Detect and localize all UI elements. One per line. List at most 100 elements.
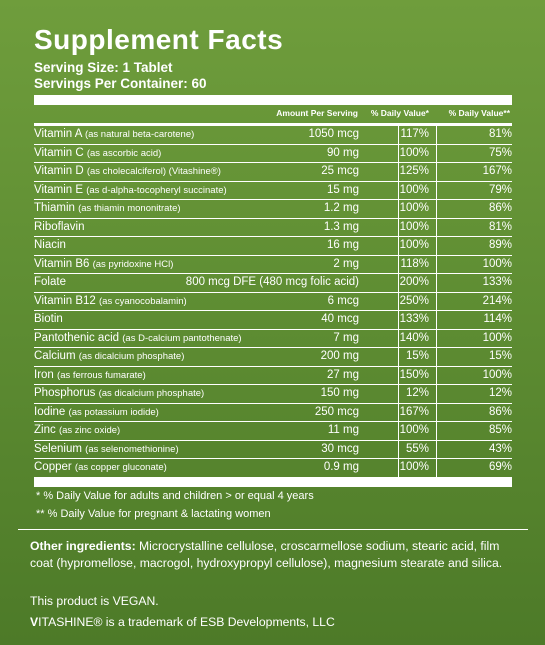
nutrient-label: Iodine (34, 405, 66, 418)
thick-rule-bottom (34, 477, 512, 487)
brand-initial: V (30, 615, 39, 629)
nutrient-daily-value-pregnant: 100% (482, 368, 512, 381)
nutrient-label: Vitamin E (34, 183, 84, 196)
nutrient-name: Niacin (34, 239, 66, 251)
nutrient-daily-value-pregnant: 100% (482, 331, 512, 344)
nutrient-source: (as ascorbic acid) (86, 147, 162, 159)
nutrient-daily-value-pregnant: 12% (488, 387, 512, 399)
nutrient-daily-value: 140% (399, 331, 429, 344)
nutrient-source: (as potassium iodide) (68, 406, 159, 418)
nutrient-source: (as D-calcium pantothenate) (122, 332, 242, 344)
table-row: Vitamin B12 (as cyanocobalamin) 6 mcg 250%… (34, 293, 512, 311)
table-row: Thiamin (as thiamin mononitrate) 1.2 mg 10… (34, 200, 512, 219)
nutrient-label: Vitamin B6 (34, 257, 90, 270)
nutrient-daily-value-pregnant: 167% (482, 165, 512, 177)
nutrient-label: Calcium (34, 350, 76, 362)
page-title: Supplement Facts (34, 24, 284, 55)
table-row: Vitamin E (as d-alpha-tocopheryl succina… (34, 182, 512, 200)
table-row: Calcium (as dicalcium phosphate) 200 mg 15… (34, 348, 512, 367)
nutrient-amount: 25 mcg (321, 165, 359, 177)
servings-per-container: Servings Per Container: 60 (34, 76, 207, 91)
table-row: Pantothenic acid (as D-calcium pantothen… (34, 330, 512, 348)
nutrient-amount: 2 mg (333, 257, 359, 270)
nutrient-source: (as cyanocobalamin) (99, 295, 187, 307)
nutrient-source: (as thiamin mononitrate) (78, 203, 181, 214)
nutrient-amount: 27 mg (327, 368, 359, 381)
nutrient-daily-value: 55% (405, 442, 429, 455)
nutrient-label: Vitamin A (34, 128, 82, 140)
table-row: Iodine (as potassium iodide) 250 mcg 167% 8… (34, 404, 512, 422)
nutrient-amount: 15 mg (327, 183, 359, 196)
nutrient-amount: 800 mcg DFE (480 mcg folic acid) (185, 276, 359, 288)
nutrient-daily-value-pregnant: 214% (482, 294, 512, 307)
nutrient-name: Zinc (as zinc oxide) (34, 424, 120, 436)
serving-size: Serving Size: 1 Tablet (34, 60, 173, 75)
nutrient-daily-value: 15% (405, 350, 429, 362)
table-row: Biotin 40 mcg 133% 114% (34, 311, 512, 330)
nutrient-daily-value-pregnant: 114% (483, 313, 512, 325)
nutrient-source: (as selenomethionine) (85, 443, 179, 455)
table-row: Copper (as copper gluconate) 0.9 mg 100% 69… (34, 459, 512, 477)
nutrient-daily-value-pregnant: 79% (488, 183, 512, 196)
table-row: Niacin 16 mg 100% 89% (34, 237, 512, 256)
nutrient-source: (as copper gluconate) (74, 462, 167, 473)
nutrient-daily-value-pregnant: 81% (488, 220, 512, 233)
other-ingredients-text: Microcrystalline cellulose, croscarmello… (30, 539, 503, 570)
nutrient-amount: 1.2 mg (323, 202, 359, 214)
nutrient-daily-value: 100% (399, 220, 429, 233)
nutrient-daily-value: 100% (399, 424, 429, 436)
nutrient-name: Vitamin E (as d-alpha-tocopheryl succina… (34, 184, 227, 196)
nutrient-daily-value: 250% (399, 294, 429, 307)
nutrient-source: (as ferrous fumarate) (57, 369, 146, 381)
nutrient-source: (as cholecalciferol) (Vitashine®) (86, 166, 221, 177)
nutrient-daily-value-pregnant: 69% (488, 461, 512, 473)
nutrient-daily-value: 133% (399, 313, 429, 325)
nutrient-table: Vitamin A (as natural beta-carotene) 1050… (34, 126, 512, 477)
nutrient-label: Pantothenic acid (34, 331, 120, 344)
nutrient-label: Folate (34, 276, 66, 288)
nutrient-daily-value: 150% (399, 368, 429, 381)
header-daily-value: % Daily Value* (370, 108, 429, 118)
nutrient-name: Iodine (as potassium iodide) (34, 406, 159, 418)
nutrient-amount: 11 mg (327, 424, 359, 436)
nutrient-source: (as dicalcium phosphate) (98, 388, 205, 399)
nutrient-daily-value-pregnant: 133% (482, 276, 512, 288)
table-row: Phosphorus (as dicalcium phosphate) 150 m… (34, 385, 512, 404)
nutrient-name: Phosphorus (as dicalcium phosphate) (34, 387, 204, 399)
column-divider-1 (398, 126, 399, 477)
nutrient-label: Biotin (34, 313, 63, 325)
nutrient-name: Vitamin B6 (as pyridoxine HCl) (34, 258, 173, 270)
nutrient-daily-value: 200% (399, 276, 429, 288)
nutrient-name: Biotin (34, 313, 63, 325)
nutrient-label: Vitamin B12 (34, 294, 96, 307)
nutrient-name: Thiamin (as thiamin mononitrate) (34, 202, 181, 214)
nutrient-source: (as pyridoxine HCl) (92, 258, 174, 270)
nutrient-name: Folate (34, 276, 66, 288)
brand-rest: ITASHINE® (38, 615, 103, 629)
nutrient-amount: 6 mcg (327, 294, 359, 307)
nutrient-name: Copper (as copper gluconate) (34, 461, 167, 473)
other-ingredients: Other ingredients: Microcrystalline cell… (30, 538, 508, 572)
nutrient-source: (as d-alpha-tocopheryl succinate) (86, 184, 227, 196)
nutrient-amount: 0.9 mg (323, 461, 359, 473)
nutrient-amount: 150 mg (320, 387, 359, 399)
nutrient-label: Phosphorus (34, 387, 96, 399)
nutrient-daily-value-pregnant: 43% (488, 442, 512, 455)
nutrient-name: Riboflavin (34, 221, 85, 233)
nutrient-daily-value-pregnant: 15% (488, 350, 512, 362)
nutrient-daily-value-pregnant: 75% (488, 146, 512, 159)
medium-rule (34, 123, 512, 126)
nutrient-label: Zinc (34, 424, 56, 436)
nutrient-daily-value: 100% (399, 239, 429, 251)
nutrient-amount: 7 mg (333, 331, 359, 344)
nutrient-daily-value: 100% (399, 461, 429, 473)
nutrient-name: Calcium (as dicalcium phosphate) (34, 350, 184, 362)
nutrient-daily-value-pregnant: 81% (488, 128, 512, 140)
table-row: Vitamin C (as ascorbic acid) 90 mg 100% 75% (34, 145, 512, 163)
vegan-statement: This product is VEGAN. (30, 594, 159, 608)
footnote-adults: * % Daily Value for adults and children … (36, 490, 314, 502)
column-divider-2 (436, 126, 437, 477)
nutrient-daily-value: 167% (399, 405, 429, 418)
nutrient-daily-value: 117% (400, 128, 429, 140)
other-ingredients-label: Other ingredients: (30, 539, 136, 553)
